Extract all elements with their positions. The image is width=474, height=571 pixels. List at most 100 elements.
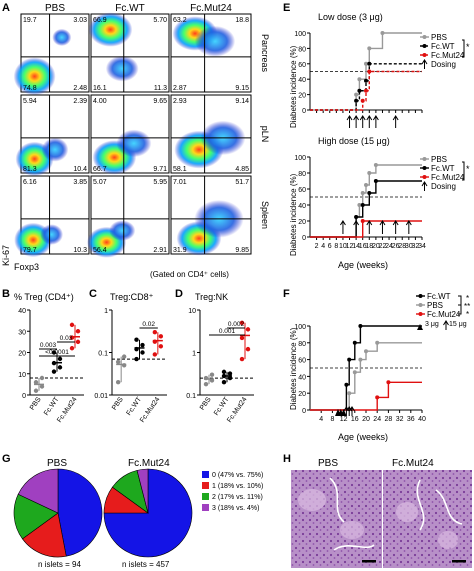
- f-sig-3: *: [466, 310, 469, 319]
- panel-label-b: B: [2, 288, 10, 300]
- km-y-tick-label: 40: [298, 203, 306, 210]
- km-event-marker: [364, 183, 368, 187]
- legend-marker-high: [422, 175, 427, 179]
- significance-pvalue: 0.002: [228, 321, 245, 328]
- pie-legend-swatch-2: [202, 493, 209, 500]
- dot-plot-point: [152, 339, 158, 344]
- km-y-tick-label: 60: [298, 358, 306, 365]
- km-event-marker: [373, 163, 378, 167]
- legend-dose-3ug-marker: [417, 324, 423, 330]
- quadrant-ll: 79.7: [23, 247, 37, 254]
- km-event-marker: [360, 219, 365, 223]
- pie-legend-swatch-3: [202, 504, 209, 511]
- quadrant-lr: 2.91: [153, 247, 167, 254]
- km-x-tick-label: 8: [330, 416, 334, 423]
- dot-plot-point: [239, 320, 245, 325]
- significance-pvalue: 0.02: [142, 321, 155, 328]
- flow-density-cloud: [194, 25, 236, 57]
- f-dose-3ug: 3 μg: [425, 321, 439, 328]
- km-x-tick-label: 16: [359, 243, 367, 250]
- dosing-arrow: [405, 220, 412, 234]
- quadrant-ur: 18.8: [235, 17, 249, 24]
- dot-plot-tick-label: 1: [192, 351, 196, 358]
- dot-plot-tick-label: 40: [18, 308, 26, 315]
- dot-plot-point: [227, 371, 233, 376]
- islet-mut-1: [396, 502, 418, 522]
- km-curve-0: [310, 164, 422, 238]
- f-legend-fcwt: Fc.WT: [427, 292, 451, 301]
- row-label-2: Spleen: [260, 201, 270, 229]
- km-x-tick-label: 34: [418, 243, 426, 250]
- km-x-tick-label: 8: [334, 243, 338, 250]
- dot-plot-group-label: PBS: [29, 396, 43, 412]
- dot-plot-point: [33, 380, 39, 385]
- quadrant-ll: 66.7: [93, 166, 107, 173]
- legend-marker-f: [418, 294, 423, 298]
- dot-plot-point: [221, 373, 227, 379]
- histology-images: [291, 470, 472, 568]
- km-event-marker: [357, 203, 362, 207]
- km-curve-2: [310, 381, 422, 411]
- quadrant-ul: 5.94: [23, 98, 37, 105]
- km-event-marker: [367, 69, 372, 74]
- panel-label-a: A: [2, 2, 10, 14]
- dosing-arrow: [346, 115, 353, 128]
- g-legend-0: 0 (47% vs. 75%): [212, 472, 263, 479]
- km-y-tick-label: 100: [294, 324, 306, 331]
- km-x-tick-label: 26: [392, 243, 400, 250]
- duct-mut: [416, 479, 463, 531]
- dot-plot-point: [69, 346, 75, 351]
- dot-plot-point: [209, 372, 215, 377]
- dot-plot-point: [203, 375, 209, 381]
- dot-plot-point: [33, 388, 39, 393]
- dot-plot-tick-label: 30: [18, 329, 26, 336]
- f-sig-1: *: [466, 294, 469, 303]
- dot-plot-point: [134, 346, 139, 352]
- quadrant-lr: 9.85: [235, 247, 249, 254]
- dot-plot-point: [75, 339, 81, 345]
- quadrant-ul: 19.7: [23, 17, 37, 24]
- km-x-tick-label: 20: [362, 416, 370, 423]
- flow-density-cloud: [88, 12, 133, 47]
- flow-density-cloud: [109, 220, 136, 241]
- dot-plot-point: [115, 359, 121, 365]
- quadrant-ur: 51.7: [235, 179, 249, 186]
- km-event-marker: [354, 98, 359, 103]
- dosing-arrow: [366, 220, 373, 234]
- pie-charts: [13, 468, 209, 558]
- dosing-arrow: [392, 220, 399, 234]
- dot-plot-tick-label: 0.01: [94, 393, 108, 400]
- km-x-tick-label: 16: [351, 416, 359, 423]
- km-event-marker: [352, 340, 357, 345]
- column-header-1: Fc.WT: [115, 3, 144, 14]
- km-curve-2: [310, 220, 422, 238]
- legend-marker-low: [422, 53, 427, 57]
- g-legend-1: 1 (18% vs. 10%): [212, 483, 263, 490]
- dot-plot-group-label: Fc.WT: [43, 396, 61, 417]
- dot-plot-point: [221, 369, 227, 375]
- km-event-marker: [352, 370, 357, 375]
- histology-title-fcmut24: Fc.Mut24: [392, 458, 434, 469]
- km-y-tick-label: 40: [298, 374, 306, 381]
- km-x-tick-label: 32: [412, 243, 420, 250]
- dot-plot-point: [140, 342, 145, 348]
- f-sig-2: **: [464, 302, 470, 311]
- n-label-pbs: n islets = 94: [38, 560, 81, 569]
- km-x-tick-label: 36: [407, 416, 415, 423]
- dot-plot-point: [51, 350, 57, 355]
- km-x-tick-label: 30: [405, 243, 413, 250]
- dot-plot-tick-label: 1: [104, 308, 108, 315]
- dot-plot-point: [152, 352, 158, 357]
- panel-label-e: E: [283, 2, 290, 14]
- legend-marker-high: [422, 157, 427, 161]
- e-legend-fcwt: Fc.WT: [431, 42, 455, 51]
- km-y-tick-label: 60: [298, 187, 306, 194]
- km-x-tick-label: 28: [385, 416, 393, 423]
- legend-dosing-arrow: [421, 181, 428, 191]
- quadrant-lr: 10.3: [73, 247, 87, 254]
- histology-title-pbs: PBS: [318, 458, 338, 469]
- pie-legend-swatch-1: [202, 482, 209, 489]
- pie-slice-1-0: [103, 468, 193, 558]
